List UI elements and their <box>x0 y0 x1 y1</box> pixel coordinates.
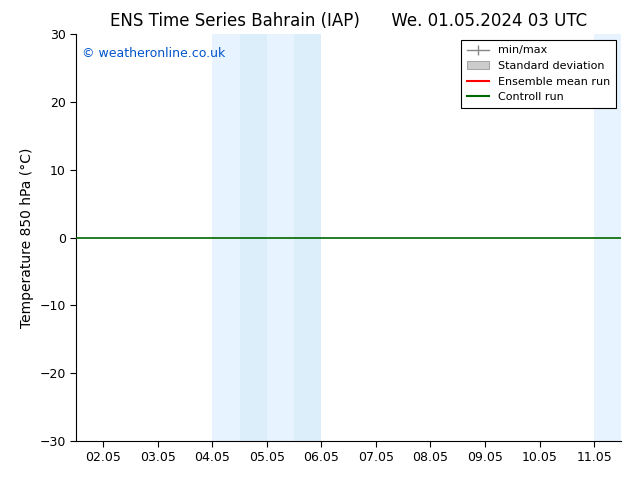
Bar <box>267 34 294 441</box>
Bar <box>240 34 267 441</box>
Title: ENS Time Series Bahrain (IAP)      We. 01.05.2024 03 UTC: ENS Time Series Bahrain (IAP) We. 01.05.… <box>110 12 587 30</box>
Y-axis label: Temperature 850 hPa (°C): Temperature 850 hPa (°C) <box>20 147 34 328</box>
Bar <box>294 34 321 441</box>
Text: © weatheronline.co.uk: © weatheronline.co.uk <box>82 47 225 59</box>
Bar <box>594 34 621 441</box>
Bar <box>212 34 240 441</box>
Bar <box>621 34 634 441</box>
Legend: min/max, Standard deviation, Ensemble mean run, Controll run: min/max, Standard deviation, Ensemble me… <box>462 40 616 108</box>
